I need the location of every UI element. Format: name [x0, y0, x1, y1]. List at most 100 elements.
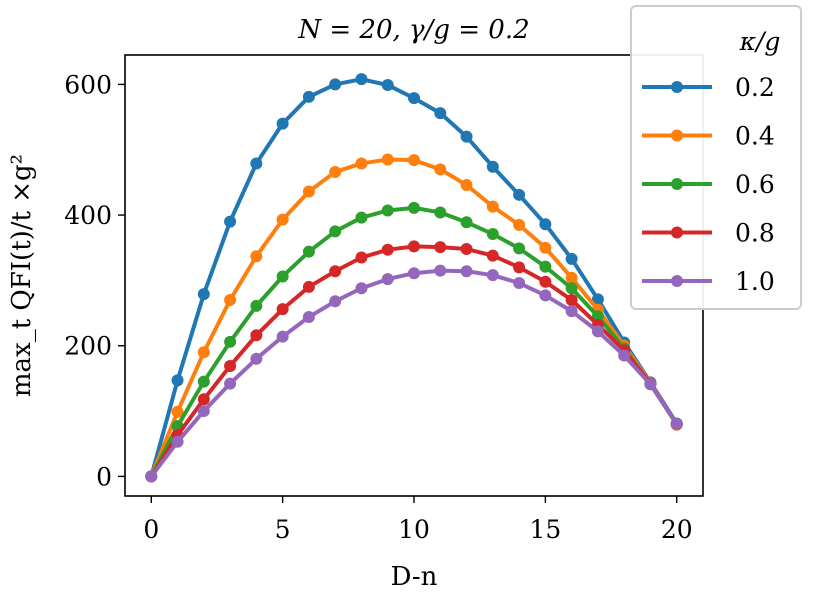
data-point — [434, 264, 447, 277]
data-point — [486, 269, 499, 282]
data-point — [250, 299, 263, 312]
data-point — [565, 282, 578, 295]
data-point — [224, 215, 237, 228]
data-point — [408, 240, 420, 253]
data-point — [539, 275, 552, 288]
data-point — [171, 374, 184, 387]
data-point — [197, 375, 210, 388]
data-point — [408, 201, 420, 214]
legend-label: 0.6 — [735, 170, 775, 199]
data-point — [197, 393, 210, 406]
series-1.0 — [145, 264, 683, 483]
data-point — [670, 418, 683, 431]
data-point — [513, 188, 526, 201]
data-point — [329, 295, 342, 308]
y-axis-label: max_t QFI(t)/t ×g² — [7, 154, 37, 397]
data-point — [329, 225, 342, 238]
data-point — [250, 157, 263, 170]
data-point — [486, 200, 499, 213]
y-tick-label: 0 — [96, 462, 112, 491]
data-point — [381, 79, 394, 92]
data-point — [539, 241, 552, 254]
legend-title: κ/g — [739, 27, 781, 56]
legend-entry-0.6: 0.6 — [642, 170, 775, 199]
data-point — [434, 206, 447, 219]
data-point — [618, 349, 631, 362]
data-point — [381, 273, 394, 286]
data-point — [302, 280, 315, 293]
x-tick-label: 0 — [143, 515, 159, 544]
data-point — [145, 470, 158, 483]
data-point — [381, 153, 394, 166]
data-point — [355, 211, 368, 224]
data-point — [591, 325, 604, 338]
data-point — [224, 335, 237, 348]
data-point — [302, 90, 315, 103]
data-point — [460, 179, 473, 192]
data-point — [565, 294, 578, 306]
legend-label: 0.8 — [735, 219, 775, 248]
data-point — [355, 282, 368, 295]
legend-label: 0.2 — [735, 73, 775, 102]
data-point — [408, 154, 420, 167]
legend-swatch-marker — [671, 129, 683, 142]
data-point — [224, 377, 237, 390]
legend-entry-0.8: 0.8 — [642, 219, 775, 248]
series-0.2 — [145, 73, 683, 483]
data-point — [197, 346, 210, 359]
data-point — [486, 249, 499, 262]
data-point — [302, 245, 315, 258]
legend-swatch-marker — [671, 275, 683, 287]
data-point — [408, 92, 420, 105]
data-point — [197, 405, 210, 418]
x-axis-label: D-n — [391, 562, 438, 592]
data-point — [539, 260, 552, 273]
chart-title: N = 20, γ/g = 0.2 — [297, 15, 529, 45]
data-point — [644, 378, 657, 391]
data-point — [355, 73, 368, 86]
data-point — [276, 330, 289, 343]
data-point — [250, 329, 263, 342]
legend-swatch-marker — [671, 226, 683, 239]
data-point — [434, 107, 447, 120]
data-point — [276, 117, 289, 130]
data-point — [460, 243, 473, 256]
data-point — [276, 270, 289, 283]
data-point — [381, 243, 394, 256]
data-point — [302, 185, 315, 198]
data-point — [513, 261, 526, 274]
data-point — [224, 294, 237, 306]
x-tick-label: 15 — [529, 515, 561, 544]
data-point — [486, 228, 499, 241]
x-tick-label: 10 — [398, 515, 430, 544]
data-point — [434, 163, 447, 176]
data-point — [539, 218, 552, 231]
legend-entry-0.4: 0.4 — [642, 122, 775, 151]
data-point — [460, 265, 473, 278]
x-tick-label: 5 — [275, 515, 291, 544]
data-point — [197, 288, 210, 301]
data-point — [355, 251, 368, 264]
y-tick-label: 600 — [64, 70, 112, 99]
data-point — [513, 277, 526, 290]
data-point — [250, 352, 263, 365]
y-tick-label: 200 — [64, 332, 112, 361]
data-point — [329, 165, 342, 178]
data-point — [381, 204, 394, 217]
data-point — [276, 213, 289, 226]
data-point — [434, 241, 447, 254]
legend-label: 0.4 — [735, 122, 775, 151]
data-point — [486, 160, 499, 173]
y-tick-label: 400 — [64, 201, 112, 230]
data-point — [276, 303, 289, 316]
data-point — [460, 130, 473, 143]
data-point — [329, 265, 342, 278]
data-point — [171, 405, 184, 418]
data-point — [460, 216, 473, 229]
data-point — [591, 293, 604, 306]
legend: κ/g 0.2 0.4 0.6 0.8 1.0 — [630, 5, 802, 310]
data-point — [513, 242, 526, 255]
legend-entry-1.0: 1.0 — [642, 267, 775, 296]
